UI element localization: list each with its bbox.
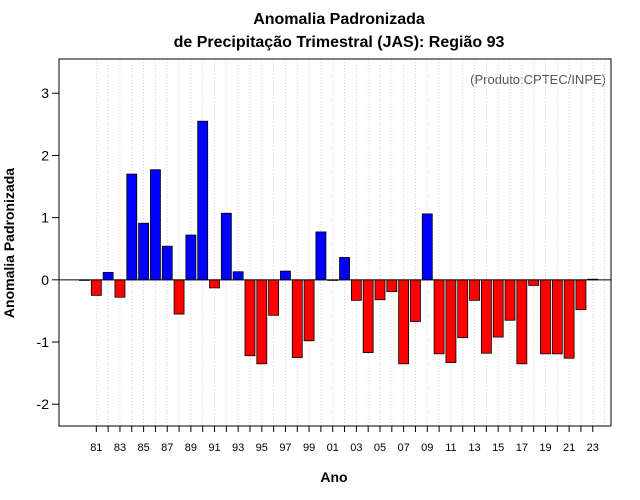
x-tick-label: 03 bbox=[350, 442, 362, 454]
x-tick-label: 23 bbox=[587, 442, 599, 454]
x-tick-label: 15 bbox=[492, 442, 504, 454]
x-tick-label: 93 bbox=[232, 442, 244, 454]
x-tick-label: 11 bbox=[445, 442, 456, 454]
x-tick-label: 95 bbox=[256, 442, 268, 454]
bar-05 bbox=[374, 279, 386, 301]
bar-04 bbox=[362, 279, 374, 353]
bar-19 bbox=[540, 279, 551, 355]
bar-14 bbox=[480, 279, 492, 354]
x-axis-label: Ano bbox=[320, 469, 347, 485]
bar-22 bbox=[575, 279, 587, 311]
x-tick-label: 99 bbox=[303, 442, 315, 454]
x-tick-label: 19 bbox=[539, 442, 551, 454]
bar-18 bbox=[528, 279, 540, 286]
y-tick-label: 2 bbox=[41, 147, 49, 163]
x-tick-label: 07 bbox=[398, 442, 410, 454]
bar-10 bbox=[433, 279, 445, 355]
bar-90 bbox=[197, 120, 209, 281]
chart-title-line1: Anomalia Padronizada bbox=[253, 11, 425, 28]
bar-08 bbox=[410, 279, 421, 322]
x-tick-label: 85 bbox=[137, 442, 149, 454]
bar-84 bbox=[126, 173, 138, 281]
bar-89 bbox=[185, 234, 197, 281]
x-tick-label: 89 bbox=[185, 442, 197, 454]
bar-91 bbox=[209, 279, 220, 289]
x-tick-label: 97 bbox=[279, 442, 291, 454]
bar-20 bbox=[551, 279, 563, 355]
y-tick-label: -2 bbox=[37, 396, 50, 412]
chart-title-line2: de Precipitação Trimestral (JAS): Região… bbox=[174, 34, 505, 51]
bar-07 bbox=[398, 279, 410, 365]
y-tick-label: -1 bbox=[37, 334, 50, 350]
bar-94 bbox=[244, 279, 256, 357]
x-tick-label: 09 bbox=[421, 442, 433, 454]
bar-97 bbox=[280, 270, 291, 281]
x-tick-label: 83 bbox=[114, 442, 126, 454]
bar-02 bbox=[339, 257, 350, 281]
x-tick-label: 91 bbox=[208, 442, 220, 454]
y-axis-label: Anomalia Padronizada bbox=[1, 168, 17, 318]
bar-21 bbox=[563, 279, 575, 359]
x-tick-label: 05 bbox=[374, 442, 386, 454]
x-tick-label: 13 bbox=[468, 442, 480, 454]
bar-00 bbox=[315, 231, 327, 281]
bar-99 bbox=[303, 279, 315, 342]
source-annotation: (Produto:CPTEC/INPE) bbox=[470, 72, 606, 87]
bar-92 bbox=[220, 212, 232, 281]
x-tick-label: 21 bbox=[563, 442, 575, 454]
bar-13 bbox=[469, 279, 480, 301]
bar-11 bbox=[445, 279, 457, 363]
x-tick-label: 01 bbox=[327, 442, 339, 454]
x-tick-label: 87 bbox=[161, 442, 173, 454]
x-tick-label: 81 bbox=[90, 442, 102, 454]
bar-17 bbox=[516, 279, 528, 365]
y-tick-label: 0 bbox=[41, 272, 49, 288]
bar-88 bbox=[173, 279, 185, 315]
bar-93 bbox=[232, 271, 244, 281]
bar-86 bbox=[150, 169, 161, 281]
bar-15 bbox=[492, 279, 504, 338]
bar-81 bbox=[90, 279, 102, 296]
y-tick-label: 1 bbox=[41, 210, 49, 226]
bar-09 bbox=[421, 213, 433, 281]
bar-06 bbox=[386, 279, 398, 293]
bar-87 bbox=[161, 245, 173, 281]
bar-03 bbox=[350, 279, 362, 301]
bar-95 bbox=[256, 279, 268, 365]
x-tick-label: 17 bbox=[516, 442, 528, 454]
bar-16 bbox=[504, 279, 516, 321]
bar-96 bbox=[268, 279, 280, 316]
plot-frame bbox=[58, 58, 612, 427]
bar-82 bbox=[102, 271, 114, 281]
bar-85 bbox=[138, 222, 150, 281]
bar-98 bbox=[291, 279, 303, 358]
bar-83 bbox=[114, 279, 126, 298]
grid-layer bbox=[95, 59, 605, 426]
y-tick-label: 3 bbox=[41, 85, 49, 101]
bar-12 bbox=[457, 279, 469, 339]
bars-layer bbox=[79, 120, 599, 365]
